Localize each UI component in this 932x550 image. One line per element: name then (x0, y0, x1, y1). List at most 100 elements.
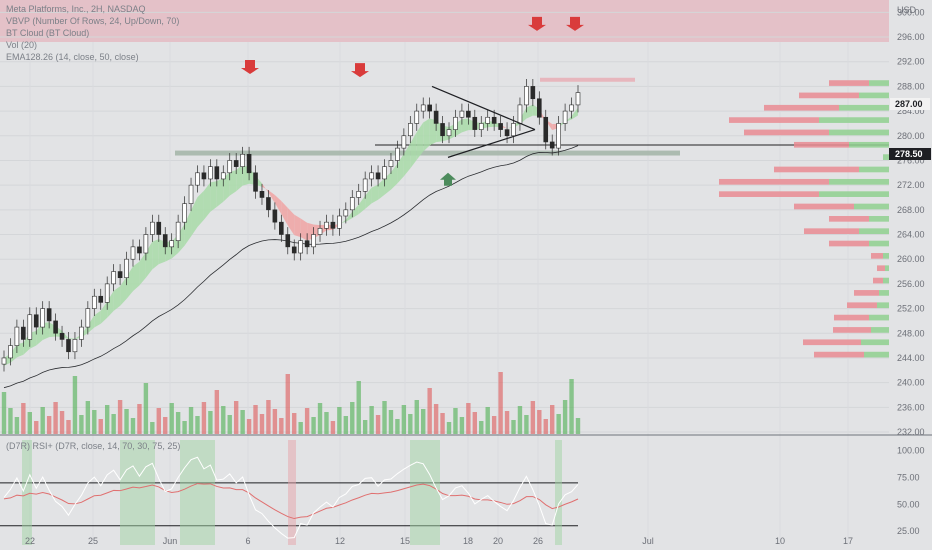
candle-body (124, 258, 129, 279)
price-tick: 300.00 (897, 7, 925, 17)
candle-body (227, 160, 233, 174)
volume-bar (491, 416, 497, 434)
x-tick: 26 (533, 536, 543, 546)
vp-bar-up (854, 203, 889, 210)
cloud (3, 104, 579, 389)
volume-bar (414, 400, 419, 434)
candle-body (85, 308, 91, 328)
price-tick: 232.00 (897, 427, 925, 437)
volume-bar (433, 404, 439, 434)
vp-bar-up (883, 154, 889, 160)
candle-body (33, 314, 39, 328)
volume-bar (356, 381, 361, 434)
candle-body (375, 172, 381, 180)
volume-bar (240, 410, 245, 434)
candle-body (298, 240, 303, 254)
vp-bar-up (869, 216, 889, 222)
volume-bar (169, 403, 174, 434)
down-arrow-icon (351, 63, 369, 78)
volume-bar (137, 404, 142, 434)
candle-body (285, 234, 291, 248)
down-arrow-icon (566, 16, 584, 31)
cloud-segment (261, 183, 269, 193)
volume-bar (524, 415, 529, 434)
rsi-tick: 50.00 (897, 499, 920, 509)
price-tick: 288.00 (897, 81, 925, 91)
volume-bar (53, 402, 58, 434)
volume-bar (453, 408, 458, 434)
cloud-segment (274, 195, 282, 215)
rsi-highlight (120, 440, 155, 545)
volume-bar (311, 417, 316, 434)
vp-bar-up (859, 92, 889, 99)
vp-bar-down (873, 277, 883, 284)
volume-bar (330, 421, 336, 434)
vp-bar-up (829, 178, 889, 185)
candle-body (446, 129, 452, 137)
cloud-segment (94, 310, 101, 328)
volume-bar (214, 390, 220, 434)
cloud-segment (120, 276, 127, 306)
candle-body (337, 215, 342, 229)
x-axis: 22 25 Jun 6 12 15 18 20 26 Jul 10 17 (25, 536, 853, 546)
volume-bar (317, 403, 323, 434)
candle-body (53, 320, 58, 334)
volume-bar (408, 414, 413, 434)
current-price-label: 287.00 (895, 99, 923, 109)
candle-body (537, 98, 542, 118)
cloud-segment (416, 122, 424, 160)
volume-bar (459, 417, 465, 434)
vp-bar-down (774, 166, 859, 173)
cloud-segment (100, 301, 108, 324)
rsi-signal-line (3, 483, 579, 520)
volume-bar (485, 407, 490, 434)
cloud-segment (184, 210, 192, 246)
candle-body (408, 123, 413, 137)
volume-bar (421, 409, 426, 434)
rsi-tick: 100.00 (897, 446, 925, 456)
candle-body (79, 326, 84, 340)
vp-bar-down (744, 129, 829, 136)
candle-body (188, 184, 194, 204)
cloud-segment (236, 164, 243, 192)
price-tick: 248.00 (897, 328, 925, 338)
volume-bar (253, 405, 258, 434)
vp-bar-down (794, 141, 849, 148)
candle-body (156, 221, 162, 235)
legend-line-5: EMA128.26 (14, close, 50, close) (6, 52, 139, 62)
candle-body (98, 295, 104, 303)
volume-bar (466, 403, 471, 434)
volume-bar (498, 372, 503, 434)
volume-bar (130, 418, 136, 434)
price-tick: 252.00 (897, 304, 925, 314)
candle-body (14, 326, 20, 346)
cloud-segment (152, 239, 159, 270)
volume-bar (395, 419, 400, 434)
cloud-segment (268, 190, 275, 203)
rsi-highlight (180, 440, 215, 545)
vp-bar-up (879, 290, 889, 296)
price-tick: 296.00 (897, 32, 925, 42)
volume-bar (324, 412, 329, 434)
volume-bar (175, 412, 181, 434)
cloud-segment (352, 204, 359, 219)
candle-body (8, 345, 13, 359)
candle-body (175, 221, 181, 241)
cloud-segment (216, 178, 224, 207)
price-tick: 276.00 (897, 155, 925, 165)
vp-bar-down (719, 191, 819, 197)
cloud-segment (107, 290, 114, 318)
price-tick: 236.00 (897, 402, 925, 412)
rsi-highlight (410, 440, 440, 545)
volume-bar (504, 411, 510, 434)
candle-body (66, 339, 71, 353)
line-price-label: 278.50 (895, 149, 923, 159)
vp-bar-down (829, 216, 869, 222)
down-arrow-icon (528, 16, 546, 31)
volume-bar (72, 376, 78, 434)
candle-body (246, 153, 252, 174)
cloud-segment (113, 286, 121, 311)
volume-bar (362, 420, 368, 434)
up-arrow-icon (440, 172, 456, 186)
legend-line-2: VBVP (Number Of Rows, 24, Up/Down, 70) (6, 16, 179, 26)
